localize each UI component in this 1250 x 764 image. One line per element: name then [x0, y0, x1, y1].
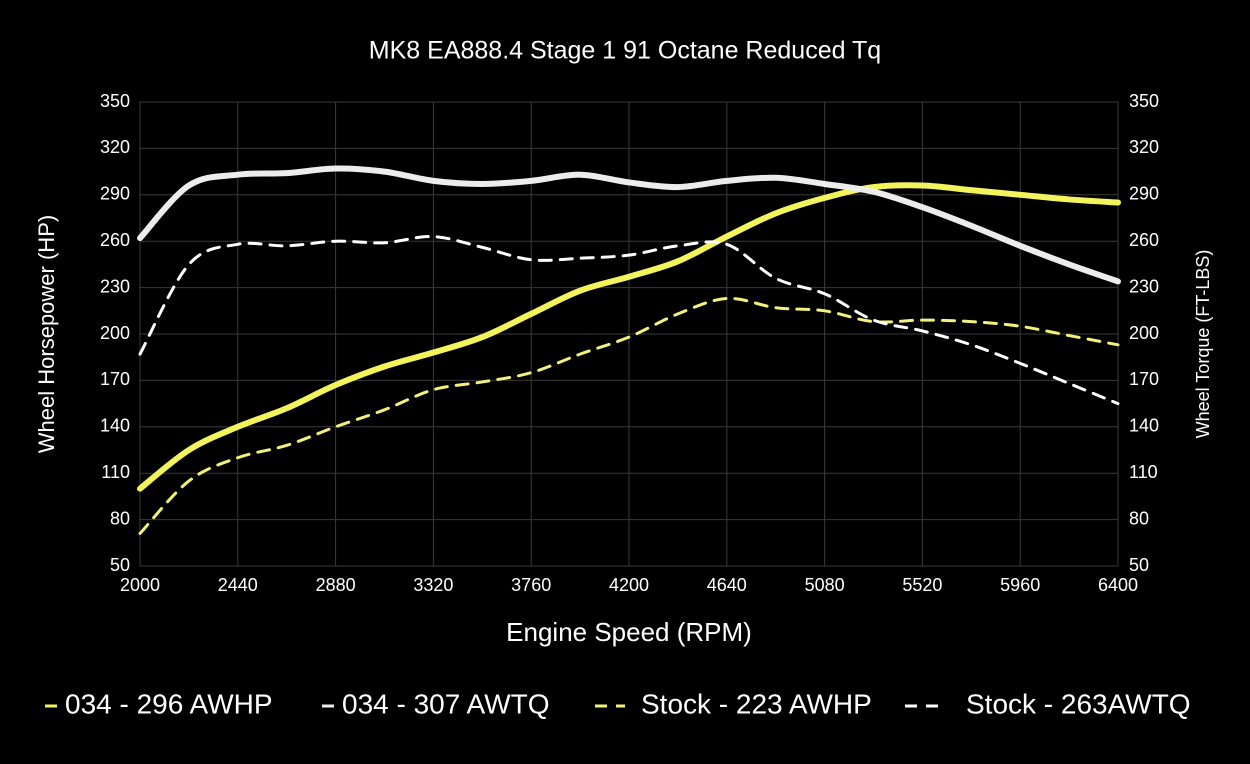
x-tick-label: 4200	[609, 575, 649, 595]
x-tick-label: 5520	[902, 575, 942, 595]
x-tick-label: 3320	[413, 575, 453, 595]
y-tick-label: 350	[100, 91, 130, 111]
y-tick-label: 80	[110, 508, 130, 528]
series-line	[137, 165, 1121, 285]
y2-tick-label: 140	[1129, 416, 1159, 436]
legend-label: 034 - 307 AWTQ	[342, 688, 550, 719]
x-axis-title: Engine Speed (RPM)	[506, 617, 752, 647]
y2-tick-label: 230	[1129, 276, 1159, 296]
x-tick-label: 3760	[511, 575, 551, 595]
y-tick-label: 110	[101, 462, 130, 482]
legend-label: 034 - 296 AWHP	[65, 688, 273, 719]
series-line	[138, 235, 1120, 406]
y2-tick-label: 200	[1129, 323, 1159, 343]
y-tick-label: 290	[100, 184, 130, 204]
y2-tick-label: 170	[1129, 369, 1159, 389]
legend-label: Stock - 223 AWHP	[641, 688, 872, 719]
y-tick-label: 320	[100, 137, 130, 157]
x-tick-label: 2440	[218, 575, 258, 595]
y-tick-label: 140	[100, 416, 130, 436]
y2-tick-label: 50	[1129, 555, 1149, 575]
y2-tick-label: 290	[1129, 184, 1159, 204]
chart-title: MK8 EA888.4 Stage 1 91 Octane Reduced Tq	[369, 37, 881, 65]
y2-tick-label: 110	[1129, 462, 1158, 482]
y2-tick-label: 80	[1129, 508, 1149, 528]
x-tick-label: 6400	[1098, 575, 1138, 595]
series-line	[138, 296, 1120, 536]
y-tick-label: 170	[100, 369, 130, 389]
y2-tick-label: 320	[1129, 137, 1159, 157]
y-tick-label: 200	[100, 323, 130, 343]
x-tick-label: 4640	[707, 575, 747, 595]
x-tick-label: 5080	[805, 575, 845, 595]
y-axis-title: Wheel Horsepower (HP)	[34, 215, 59, 453]
y2-tick-label: 350	[1129, 91, 1159, 111]
series-line	[137, 182, 1121, 492]
x-tick-label: 2880	[316, 575, 356, 595]
x-tick-label: 2000	[120, 575, 160, 595]
x-tick-label: 5960	[1000, 575, 1040, 595]
y-tick-label: 50	[110, 555, 130, 575]
legend-label: Stock - 263AWTQ	[966, 688, 1191, 719]
y-tick-label: 230	[100, 276, 130, 296]
y-tick-label: 260	[100, 230, 130, 250]
y2-axis-title: Wheel Torque (FT-LBS)	[1193, 250, 1213, 439]
y2-tick-label: 260	[1129, 230, 1159, 250]
